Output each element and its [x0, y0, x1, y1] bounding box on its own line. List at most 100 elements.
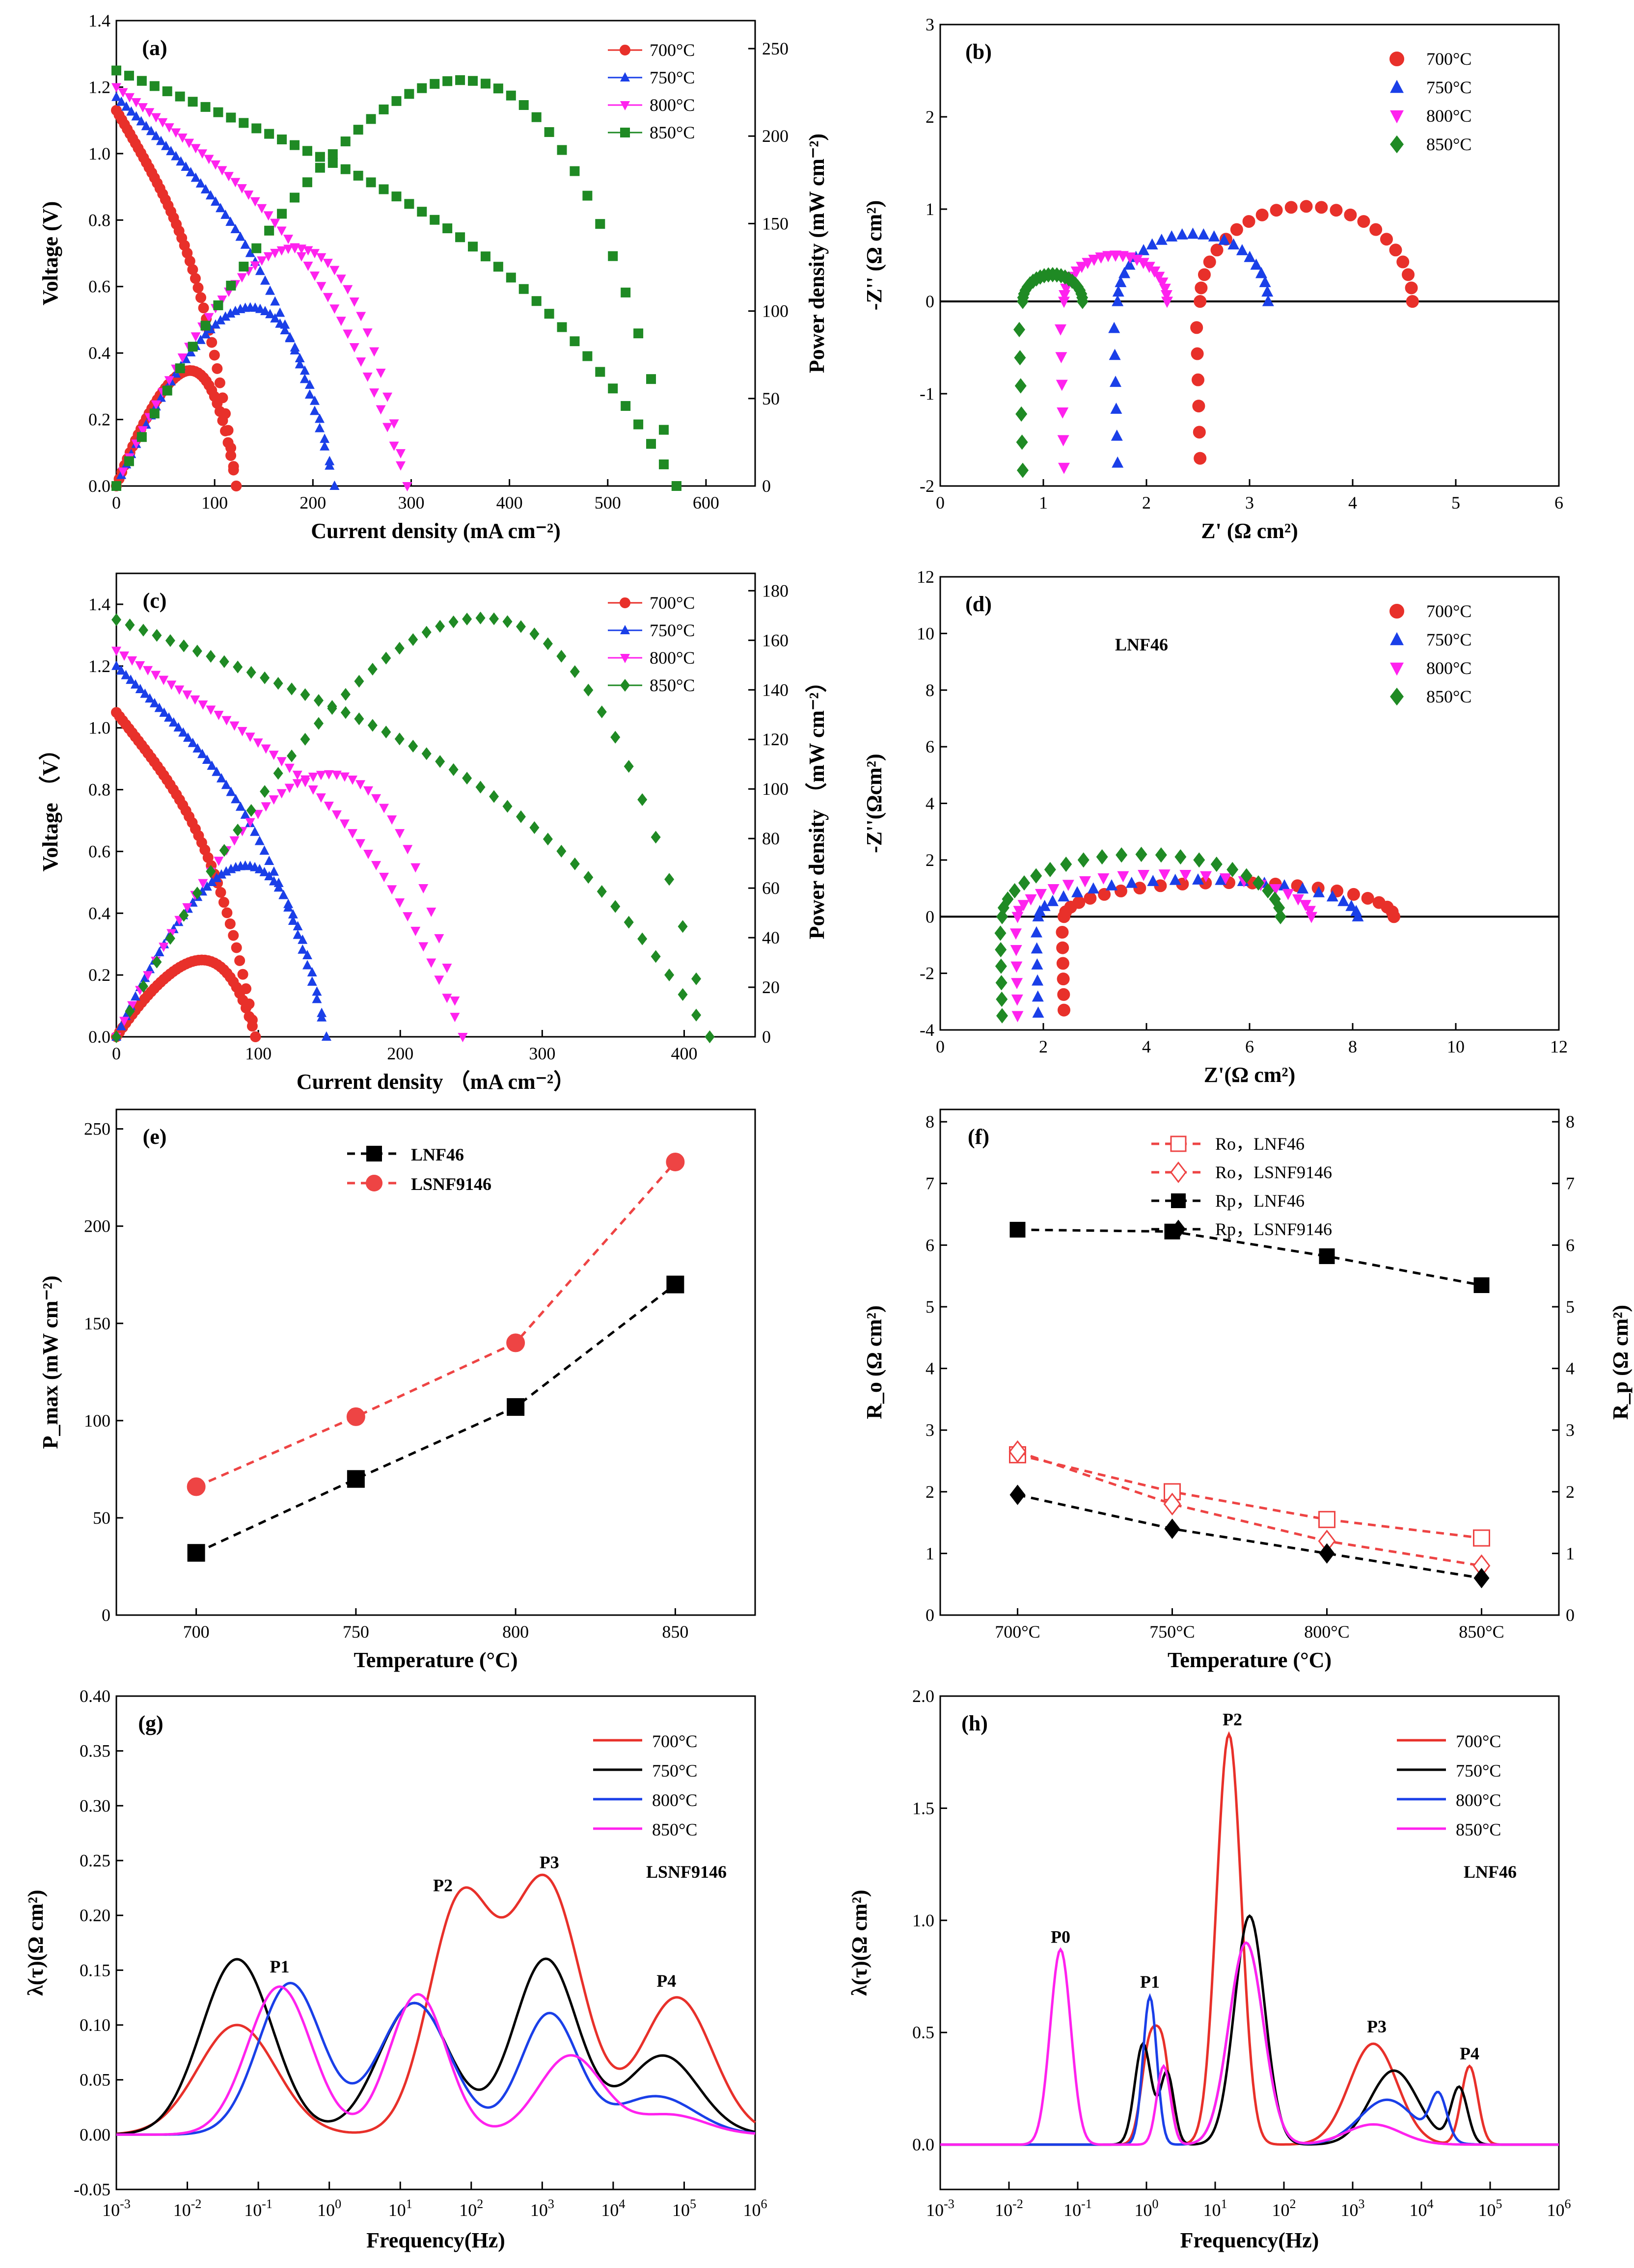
iv-point: [224, 918, 236, 929]
y2-tick-label: 1: [1566, 1543, 1575, 1563]
series-line: [195, 1161, 677, 1488]
iv-point: [131, 111, 141, 121]
iv-point: [166, 146, 176, 156]
iv-point: [127, 656, 137, 666]
iv-point: [176, 156, 186, 166]
ip-point: [418, 884, 429, 893]
iv-point: [316, 282, 327, 292]
x-tick-label: 300: [529, 1044, 555, 1063]
iv-point: [125, 619, 135, 632]
inductive-point: [1032, 974, 1044, 986]
iv-point: [188, 97, 198, 107]
nyquist-point: [1174, 849, 1187, 865]
ip-point: [212, 872, 222, 882]
panel-annotation: LNF46: [1115, 635, 1168, 654]
ip-point: [239, 262, 249, 272]
nyquist-point: [1058, 297, 1070, 308]
iv-point: [205, 190, 216, 200]
ip-point: [217, 295, 227, 305]
iv-point: [197, 149, 208, 159]
nyquist-point: [1402, 268, 1415, 281]
iv-point: [174, 685, 185, 695]
iv-point: [421, 747, 432, 760]
iv-point: [340, 706, 351, 719]
ip-point: [506, 90, 516, 101]
ip-point: [143, 971, 153, 981]
y-tick-label: 0.8: [88, 210, 110, 230]
y-tick-label: 100: [84, 1411, 110, 1431]
iv-point: [307, 976, 317, 986]
nyquist-point: [1200, 871, 1212, 883]
inductive-point: [1055, 352, 1067, 363]
y-tick-label: 200: [84, 1216, 110, 1236]
y-tick-label: 0.0: [912, 2135, 934, 2155]
ip-point: [136, 432, 147, 442]
iv-point: [347, 829, 357, 838]
y-tick-label: 0.00: [80, 2125, 110, 2144]
nyquist-point: [1071, 886, 1084, 897]
panel-label: (e): [143, 1125, 167, 1149]
nyquist-point: [1046, 894, 1059, 906]
iv-point: [111, 613, 121, 626]
iv-point: [177, 133, 188, 143]
iv-point: [198, 302, 209, 314]
plot-frame: [115, 572, 756, 1038]
data-point: [1164, 1518, 1180, 1539]
iv-point: [146, 126, 156, 135]
nyquist-point: [1138, 869, 1150, 881]
iv-point: [166, 680, 177, 690]
ip-point: [290, 192, 300, 203]
nyquist-point: [1079, 876, 1091, 888]
ip-point: [186, 347, 196, 356]
x-tick-label: 10-2: [995, 2197, 1023, 2220]
iv-point: [240, 239, 250, 249]
x-tick-label: 102: [459, 2197, 483, 2220]
ip-point: [116, 469, 127, 479]
iv-point: [230, 178, 241, 188]
nyquist-point: [1135, 846, 1147, 862]
y-tick-label: -0.05: [74, 2180, 110, 2199]
ip-point: [570, 166, 580, 176]
iv-point: [382, 423, 393, 432]
ip-point: [293, 921, 303, 931]
ip-point: [315, 413, 325, 423]
y-tick-label: 0.8: [88, 780, 110, 800]
iv-point: [230, 223, 241, 233]
iv-point: [217, 166, 227, 176]
iv-point: [214, 710, 224, 720]
inductive-point: [1192, 400, 1205, 413]
inductive-point: [1014, 378, 1027, 394]
nyquist-point: [1299, 900, 1311, 912]
nyquist-point: [1155, 233, 1168, 245]
iv-point: [136, 76, 147, 86]
ip-point: [222, 437, 234, 448]
ip-point: [354, 675, 364, 688]
ip-point: [221, 866, 231, 876]
iv-point: [371, 861, 381, 870]
iv-point: [119, 651, 130, 661]
iv-point: [250, 197, 260, 207]
y-tick-label: 0.25: [80, 1851, 110, 1870]
ip-point: [321, 1031, 331, 1041]
nyquist-point: [1198, 228, 1210, 240]
nyquist-point: [1255, 267, 1267, 278]
iv-point: [290, 140, 300, 150]
nyquist-point: [1082, 258, 1094, 270]
ip-point: [154, 947, 164, 957]
iv-point: [430, 215, 440, 225]
nyquist-point: [1035, 889, 1047, 900]
iv-point: [389, 441, 399, 451]
nyquist-point: [1304, 906, 1316, 918]
x-tick-label: 1: [1039, 493, 1048, 513]
nyquist-point: [1345, 899, 1358, 911]
ip-point: [435, 620, 445, 633]
data-point: [666, 1275, 684, 1294]
iv-point: [543, 833, 553, 846]
nyquist-point: [1002, 891, 1014, 907]
panel-e: 700 750 800 850 0 50 100 150 200 250 Temperature (…: [38, 1108, 756, 1672]
iv-point: [516, 810, 526, 823]
ip-point: [204, 313, 214, 323]
iv-point: [234, 955, 245, 966]
iv-point: [195, 292, 207, 303]
ip-point: [246, 1021, 258, 1032]
